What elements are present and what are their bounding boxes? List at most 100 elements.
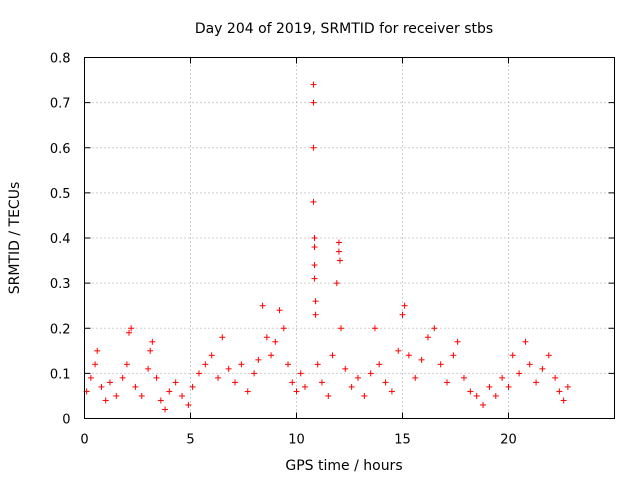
data-point — [522, 338, 529, 345]
data-point — [145, 365, 152, 372]
data-point — [516, 370, 523, 377]
data-point — [244, 388, 251, 395]
data-point — [301, 383, 308, 390]
data-point — [162, 406, 169, 413]
x-tick-label: 20 — [500, 433, 517, 448]
data-point — [268, 352, 275, 359]
data-point — [333, 280, 340, 287]
data-point — [533, 379, 540, 386]
data-point — [123, 361, 130, 368]
data-point — [405, 352, 412, 359]
data-point — [251, 370, 258, 377]
y-tick-label: 0.3 — [50, 277, 71, 292]
data-point — [505, 383, 512, 390]
tick-layer: 0 0.1 0.2 0.3 0.4 0.5 0.6 0.7 0.8 0 5 10 15 20 — [50, 52, 615, 448]
data-point — [509, 352, 516, 359]
data-point — [560, 397, 567, 404]
y-tick-label: 0.8 — [50, 52, 71, 67]
data-point — [126, 329, 133, 336]
data-point — [208, 352, 215, 359]
data-point — [382, 379, 389, 386]
data-point — [310, 99, 317, 106]
data-point — [310, 144, 317, 151]
data-point — [276, 307, 283, 314]
x-tick-label: 10 — [288, 433, 305, 448]
data-point — [556, 388, 563, 395]
data-point — [314, 361, 321, 368]
data-point — [310, 81, 317, 88]
data-point — [564, 383, 571, 390]
data-point — [437, 361, 444, 368]
data-point — [338, 325, 345, 332]
data-point — [280, 325, 287, 332]
data-point — [225, 365, 232, 372]
data-point — [467, 388, 474, 395]
data-point — [132, 383, 139, 390]
y-axis-title: SRMTID / TECUs — [7, 182, 23, 295]
data-point — [157, 397, 164, 404]
data-point — [195, 370, 202, 377]
data-point — [492, 392, 499, 399]
data-point — [87, 374, 94, 381]
y-tick-label: 0.6 — [50, 142, 71, 157]
data-point — [138, 392, 145, 399]
data-point — [342, 365, 349, 372]
data-point — [311, 275, 318, 282]
data-point — [335, 239, 342, 246]
data-point — [263, 334, 270, 341]
data-point — [312, 311, 319, 318]
x-tick-label: 0 — [80, 433, 88, 448]
data-point — [202, 361, 209, 368]
data-point — [486, 383, 493, 390]
chart-title: Day 204 of 2019, SRMTID for receiver stb… — [195, 21, 493, 37]
data-point — [376, 361, 383, 368]
data-point — [354, 374, 361, 381]
x-axis-title: GPS time / hours — [285, 458, 402, 474]
data-point — [552, 374, 559, 381]
data-point — [149, 338, 156, 345]
data-point — [310, 198, 317, 205]
data-point — [215, 374, 222, 381]
data-point — [473, 392, 480, 399]
data-point — [106, 379, 113, 386]
data-point — [311, 262, 318, 269]
data-point — [460, 374, 467, 381]
data-point — [219, 334, 226, 341]
data-point — [94, 347, 101, 354]
data-point — [526, 361, 533, 368]
data-point — [166, 388, 173, 395]
x-tick-label: 5 — [186, 433, 194, 448]
y-tick-label: 0.2 — [50, 322, 71, 337]
data-point — [318, 379, 325, 386]
data-point — [311, 244, 318, 251]
data-point — [401, 302, 408, 309]
x-tick-label: 15 — [394, 433, 411, 448]
data-point — [395, 347, 402, 354]
data-point — [412, 374, 419, 381]
data-point — [480, 401, 487, 408]
points-layer — [83, 81, 571, 413]
data-point — [98, 383, 105, 390]
data-point — [444, 379, 451, 386]
data-point — [128, 325, 135, 332]
data-point — [255, 356, 262, 363]
grid-layer — [84, 57, 615, 419]
data-point — [361, 392, 368, 399]
data-point — [259, 302, 266, 309]
data-point — [285, 361, 292, 368]
data-point — [499, 374, 506, 381]
data-point — [545, 352, 552, 359]
data-point — [179, 392, 186, 399]
data-point — [367, 370, 374, 377]
data-point — [272, 338, 279, 345]
data-point — [238, 361, 245, 368]
data-point — [431, 325, 438, 332]
data-point — [153, 374, 160, 381]
data-point — [102, 397, 109, 404]
data-point — [450, 352, 457, 359]
data-point — [289, 379, 296, 386]
data-point — [185, 401, 192, 408]
y-tick-label: 0 — [62, 413, 70, 428]
data-point — [293, 388, 300, 395]
